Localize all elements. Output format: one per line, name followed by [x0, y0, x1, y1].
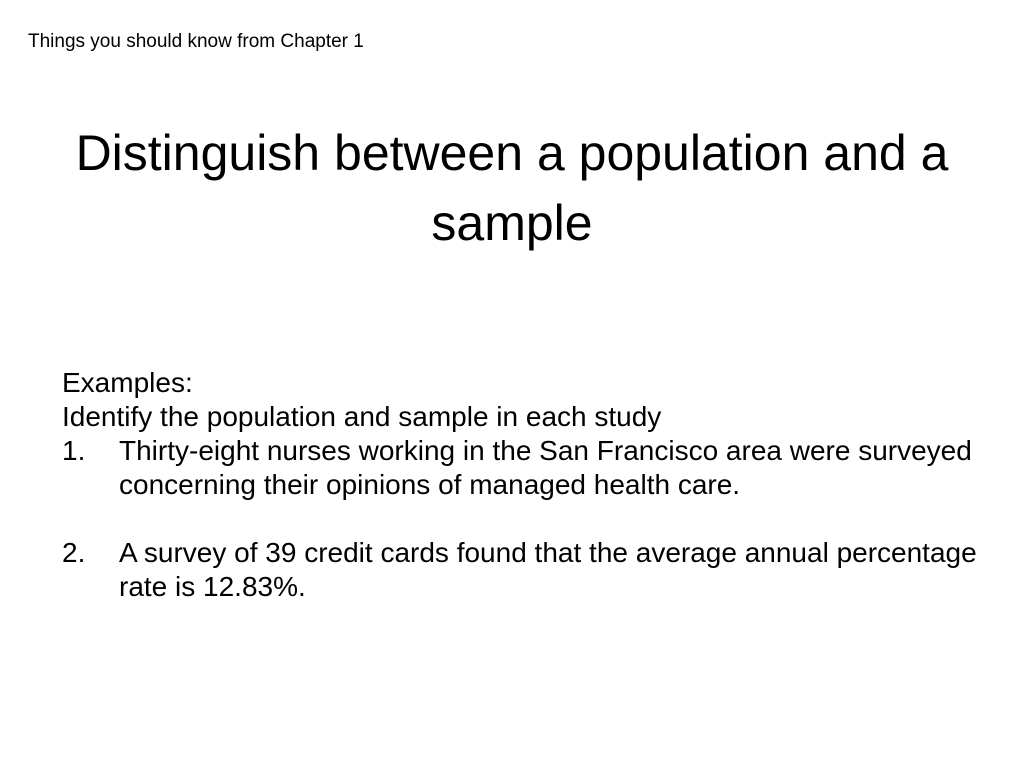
item-text: Thirty-eight nurses working in the San F… — [119, 435, 972, 500]
examples-label: Examples: — [62, 367, 193, 398]
instruction: Identify the population and sample in ea… — [62, 401, 662, 432]
list-item: 1. Thirty-eight nurses working in the Sa… — [62, 434, 982, 502]
item-number: 1. — [62, 435, 86, 466]
item-number: 2. — [62, 537, 86, 568]
slide-title: Distinguish between a population and a s… — [75, 125, 949, 251]
list-item: 2. A survey of 39 credit cards found tha… — [62, 536, 982, 604]
item-text: A survey of 39 credit cards found that t… — [119, 537, 977, 602]
slide-body: Examples: Identify the population and sa… — [62, 366, 982, 604]
slide-header: Things you should know from Chapter 1 — [28, 31, 364, 52]
